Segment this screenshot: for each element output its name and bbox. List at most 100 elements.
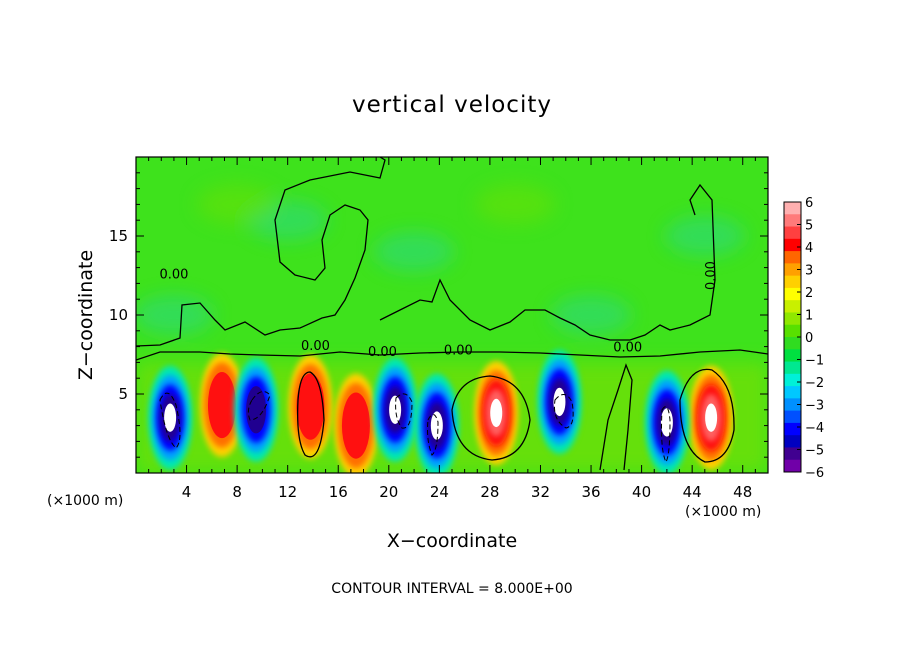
x-unit-right: (×1000 m) [685,504,761,520]
x-tick-label: 36 [581,483,600,501]
x-tick-label: 32 [531,483,550,501]
colorbar-label: −2 [805,376,824,391]
zero-contour-cell-b [451,375,531,461]
x-axis-ticks: 4 8 12 16 20 24 28 32 36 40 44 48 [148,157,756,501]
contour-label-5: 0.00 [704,261,719,290]
x-tick-label: 20 [379,483,398,501]
colorbar-swatch [784,251,801,264]
downdraft-cell-4 [537,349,582,454]
contour-label-0: 0.00 [159,268,188,283]
colorbar-label: 0 [805,331,813,346]
zero-contours [136,157,768,471]
downdraft-cell-3 [414,373,459,473]
colorbar-swatch [784,373,801,387]
dashed-contour-5 [554,394,574,429]
zero-contour-cell-d [599,363,633,471]
colorbar-swatch [784,275,801,289]
colorbar-swatch [784,287,801,301]
downdraft-cell-1 [234,357,279,462]
x-tick-label: 16 [329,483,348,501]
x-tick-label: 8 [232,483,242,501]
y-axis-ticks: 5 10 15 [109,172,768,458]
zero-contour-middle [379,183,716,341]
colorbar-swatch [784,226,801,240]
downdraft-cell-2 [373,357,418,462]
zero-contour-cell-a [297,371,325,458]
colorbar-label: 1 [805,309,813,324]
contour-label-3: 0.00 [444,344,473,359]
colorbar-swatch [784,410,801,424]
colorbar-swatch [784,214,801,228]
x-tick-label: 48 [733,483,752,501]
contour-label-4: 0.00 [613,340,642,355]
dashed-contour-1 [159,392,181,449]
x-tick-label: 28 [480,483,499,501]
updraft-cell-1 [288,354,333,459]
colorbar-label: 3 [805,264,813,279]
colorbar-label: −6 [805,466,824,481]
dashed-contour-3 [395,393,413,429]
downdraft-cell-0-level-4 [164,403,177,432]
colorbar-swatch [784,422,801,436]
footer-contour-interval: CONTOUR INTERVAL = 8.000E+00 [331,581,572,597]
zero-contour-cell-c [679,368,735,463]
field-patch [374,231,455,272]
colorbar-swatch [784,447,801,461]
colorbar-swatch [784,337,801,350]
downdraft-cell-2-level-4 [389,395,402,424]
colorbar-swatch [784,361,801,375]
x-tick-label: 40 [632,483,651,501]
zero-contour-upper [136,157,386,347]
updraft-cell-0 [199,353,244,458]
field-patch [475,184,556,225]
contour-labels: 0.00 0.00 0.00 0.00 0.00 0.00 [159,261,718,360]
y-tick-label: 15 [109,227,128,245]
colorbar-label: 4 [805,241,813,256]
colorbar-swatch [784,435,801,448]
zero-contour-lower [136,349,768,361]
downdraft-cell-0 [148,365,193,470]
colorbar-label: 5 [805,219,813,234]
colorbar-label: −1 [805,354,824,369]
dashed-contour-2 [247,390,271,421]
field-patch [136,295,214,335]
colorbar-swatch [784,300,801,313]
x-tick-label: 4 [182,483,192,501]
colorbar-swatch [784,386,801,399]
colorbar-swatch [784,349,801,363]
plot-area: 0.00 0.00 0.00 0.00 0.00 0.00 [136,157,768,473]
field-patch [664,216,745,256]
colorbar-label: −3 [805,399,824,414]
field-patch [551,295,632,335]
dashed-contour-6 [661,406,671,464]
updraft-cell-4-level-4 [705,403,718,432]
colorbar-swatch [784,263,801,277]
contour-label-2: 0.00 [368,345,397,360]
updraft-cell-2-level-2 [341,392,370,459]
colorbar: 6 5 4 3 2 1 0 −1 −2 −3 −4 −5 −6 [783,196,824,481]
downdraft-cell-5-level-4 [660,408,673,437]
colorbar-swatch [784,324,801,338]
colorbar-label: −5 [805,444,824,459]
convective-cells [148,349,734,473]
colorbar-label: 6 [805,196,813,211]
colorbar-swatch [784,398,801,412]
y-tick-label: 10 [109,306,128,324]
dashed-contour-4 [427,414,439,456]
updraft-cell-1-level-2 [296,373,325,440]
updraft-cell-3 [474,360,519,465]
updraft-cell-2 [333,373,378,473]
field-patch [197,184,278,225]
dashed-contours [159,390,671,464]
colorbar-label: −4 [805,421,824,436]
x-tick-label: 24 [430,483,449,501]
downdraft-cell-1-level-3 [246,386,267,434]
updraft-cell-4 [689,365,734,470]
colorbar-swatch [784,238,801,252]
colorbar-swatch [784,459,801,473]
colorbar-swatch [784,202,801,215]
chart-title: vertical velocity [352,92,552,118]
updraft-cell-0-level-2 [207,371,236,439]
x-unit-left: (×1000 m) [47,493,123,509]
